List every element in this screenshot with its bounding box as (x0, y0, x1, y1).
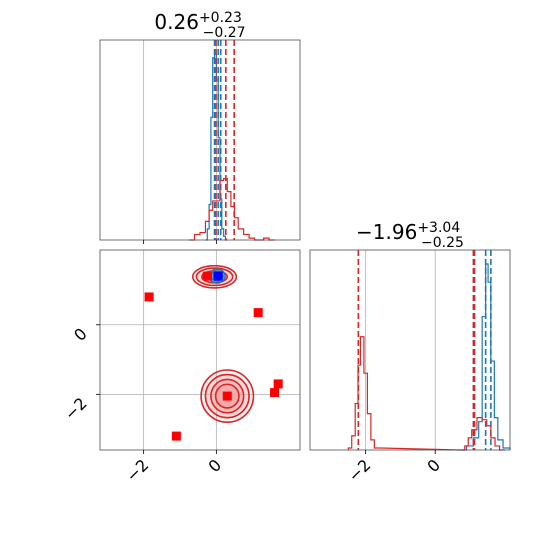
marginal2-grid (365, 250, 436, 450)
scatter-point (213, 271, 223, 281)
scatter-point (171, 431, 181, 441)
joint-points (144, 271, 283, 441)
histogram-series-0 (459, 263, 511, 451)
marginal2-xtick-label: −2 (344, 455, 374, 485)
axis-ticks (96, 240, 436, 454)
panel-frame-3 (309, 249, 511, 451)
panel-frame-2 (99, 249, 301, 451)
marginal1-title: 0.26+0.23 −0.27 (154, 10, 245, 41)
marginal1-histogram (189, 40, 275, 241)
panel-frame-1 (99, 39, 301, 241)
scatter-point (270, 388, 280, 398)
scatter-point (273, 379, 283, 389)
histogram-series-1 (189, 178, 275, 241)
marginal2-xtick-label: 0 (423, 455, 444, 476)
scatter-point (202, 271, 212, 281)
marginal2-title: −1.96+3.04 −0.25 (356, 220, 464, 251)
scatter-point (253, 308, 263, 318)
scatter-point (144, 292, 154, 302)
scatter-point (222, 391, 232, 401)
joint-hgrid (100, 324, 300, 395)
joint-ytick-label: 0 (70, 324, 91, 345)
joint-xtick-label: 0 (205, 455, 226, 476)
histogram-series-1 (347, 336, 505, 451)
marginal1-grid (143, 40, 217, 240)
joint-ytick-label: −2 (61, 394, 91, 424)
marginal2-histogram (347, 250, 511, 451)
joint-xtick-label: −2 (122, 455, 152, 485)
